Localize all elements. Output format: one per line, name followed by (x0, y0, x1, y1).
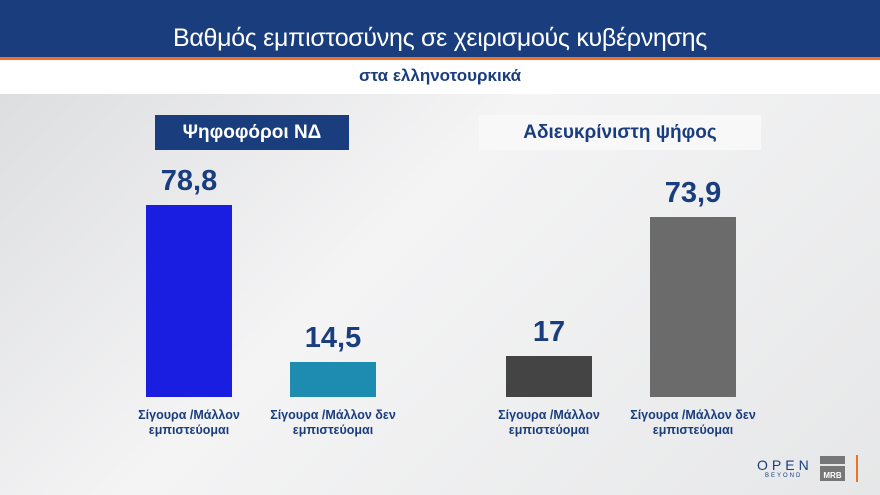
open-logo-sub: BEYOND (765, 473, 803, 479)
page-title: Βαθμός εμπιστοσύνης σε χειρισμούς κυβέρν… (172, 24, 708, 52)
bar (650, 216, 736, 397)
category-label: Σίγουρα /Μάλλον εμπιστεύομαι (498, 408, 600, 437)
category-label: Σίγουρα /Μάλλον δεν εμπιστεύομαι (270, 408, 396, 437)
data-label: 73,9 (664, 176, 722, 209)
data-label: 17 (532, 315, 566, 348)
group-label-nd-voters: Ψηφοφόροι ΝΔ (155, 115, 349, 150)
open-logo: OPEN (757, 457, 813, 473)
data-label: 14,5 (304, 321, 362, 354)
group-label-undecided: Αδιευκρίνιστη ψήφος (479, 115, 761, 150)
page-subtitle: στα ελληνοτουρκικά (358, 66, 522, 85)
bar (506, 355, 592, 397)
accent-divider (0, 57, 880, 60)
header-bar (0, 0, 880, 57)
data-label: 78,8 (160, 164, 218, 197)
bar (146, 204, 232, 397)
subtitle-bar (0, 60, 880, 94)
mrb-logo: MRB (820, 456, 845, 481)
logo-divider (856, 455, 858, 482)
category-label: Σίγουρα /Μάλλον δεν εμπιστεύομαι (630, 408, 756, 437)
bar (290, 361, 376, 397)
category-label: Σίγουρα /Μάλλον εμπιστεύομαι (138, 408, 240, 437)
